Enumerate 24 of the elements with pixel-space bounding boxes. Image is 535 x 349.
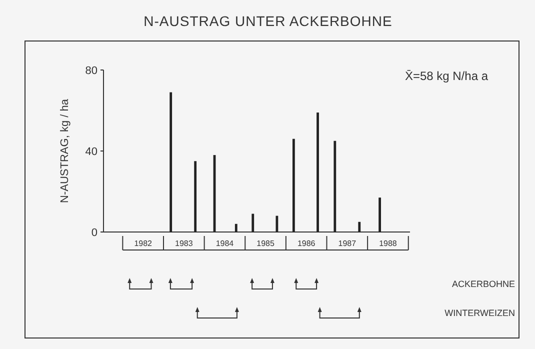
- bar: [194, 161, 197, 232]
- chart-title: N-AUSTRAG UNTER ACKERBOHNE: [144, 13, 392, 29]
- bar: [252, 214, 254, 232]
- x-tick-label: 1982: [134, 239, 153, 248]
- bar: [334, 140, 336, 232]
- x-tick-label: 1987: [338, 239, 357, 248]
- x-tick-label: 1983: [175, 239, 194, 248]
- x-tick-label: 1985: [256, 239, 275, 248]
- x-tick-label: 1984: [216, 239, 234, 248]
- annotation: X̄=58 kg N/ha a: [404, 69, 488, 83]
- bar: [170, 92, 172, 232]
- bar: [292, 138, 295, 232]
- x-tick-label: 1988: [379, 239, 398, 248]
- y-tick-label: 80: [85, 65, 98, 77]
- bar: [378, 198, 381, 232]
- bar: [234, 224, 238, 232]
- y-tick-label: 40: [85, 146, 98, 158]
- bar: [316, 112, 319, 232]
- x-tick-label: 1986: [297, 239, 316, 248]
- bar: [358, 222, 361, 232]
- y-tick-label: 0: [91, 227, 98, 239]
- y-axis-title: N-AUSTRAG, kg / ha: [59, 98, 71, 203]
- text: ACKERBOHNE: [452, 279, 515, 289]
- text: WINTERWEIZEN: [444, 308, 515, 318]
